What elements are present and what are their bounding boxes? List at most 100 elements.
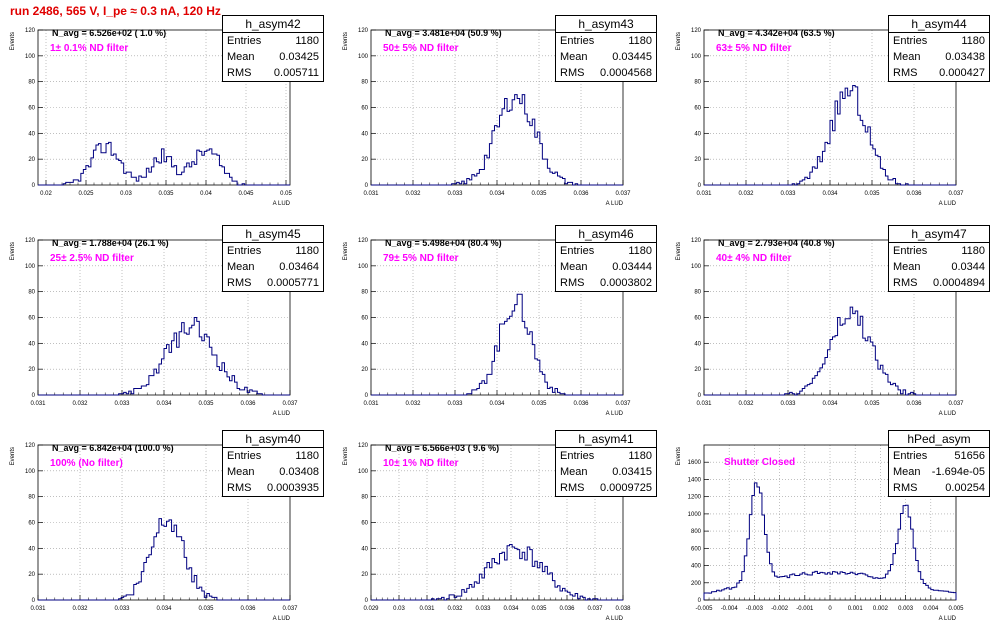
y-tick-label: 60 xyxy=(361,521,368,527)
histogram-name: h_asym41 xyxy=(556,431,656,448)
x-tick-label: 0.036 xyxy=(559,606,575,612)
navg-label: N_avg = 6.566e+03 ( 9.6 %) xyxy=(385,443,500,453)
filter-annotation: 1± 0.1% ND filter xyxy=(50,43,129,54)
histogram-name: h_asym42 xyxy=(223,16,323,33)
y-tick-label: 100 xyxy=(25,469,36,475)
y-tick-label: 40 xyxy=(361,546,368,552)
x-tick-label: 0.033 xyxy=(780,401,796,407)
histogram-panel-h_asym45: 0.031 0.032 0.033 0.034 0.035 0.036 0.037 0 20 40… xyxy=(0,225,325,425)
stats-box: h_asym45 Entries 1180 Mean 0.03464 RMS 0.00057… xyxy=(222,225,324,292)
stats-value: 0.00254 xyxy=(945,482,985,494)
stats-key: Mean xyxy=(227,261,255,273)
y-tick-label: 60 xyxy=(694,106,701,112)
x-tick-label: 0.034 xyxy=(822,401,838,407)
x-tick-label: -0.004 xyxy=(721,606,739,612)
histogram-panel-h_asym41: 0.029 0.03 0.031 0.032 0.033 0.034 0.035 0.036 0… xyxy=(333,430,658,630)
y-tick-label: 1000 xyxy=(688,512,702,518)
x-tick-label: 0.036 xyxy=(240,401,256,407)
histogram-panel-h_asym42: 0.02 0.025 0.03 0.035 0.04 0.045 0.05 0 20 40 60 80… xyxy=(0,15,325,215)
stats-row-mean: Mean 0.03438 xyxy=(889,49,989,65)
y-tick-label: 60 xyxy=(28,316,35,322)
stats-key: Entries xyxy=(227,450,262,462)
x-tick-label: 0.002 xyxy=(873,606,889,612)
x-tick-label: 0.035 xyxy=(198,606,214,612)
y-tick-label: 80 xyxy=(361,290,368,296)
stats-value: 0.0004568 xyxy=(600,67,652,79)
stats-value: 1180 xyxy=(295,450,319,462)
stats-box: h_asym46 Entries 1180 Mean 0.03444 RMS 0.00038… xyxy=(555,225,657,292)
y-tick-label: 0 xyxy=(32,598,36,604)
x-axis-label: A LUD xyxy=(939,411,957,417)
x-tick-label: 0.031 xyxy=(363,401,379,407)
plot-h_asym40: 0.031 0.032 0.033 0.034 0.035 0.036 0.037 0 20 40… xyxy=(10,443,298,622)
y-tick-label: 80 xyxy=(361,80,368,86)
stats-key: Mean xyxy=(227,51,255,63)
y-tick-label: 20 xyxy=(694,157,701,163)
x-tick-label: 0.035 xyxy=(158,191,174,197)
y-axis-label: Events xyxy=(10,447,16,465)
stats-key: RMS xyxy=(560,67,585,79)
stats-value: 0.03408 xyxy=(279,466,319,478)
stats-value: 0.03444 xyxy=(612,261,652,273)
navg-label: N_avg = 5.498e+04 (80.4 %) xyxy=(385,238,502,248)
filter-annotation: 10± 1% ND filter xyxy=(383,458,459,469)
stats-value: 0.005711 xyxy=(273,67,319,79)
y-tick-label: 400 xyxy=(691,564,702,570)
x-tick-label: -0.001 xyxy=(796,606,814,612)
x-tick-label: -0.003 xyxy=(746,606,764,612)
y-tick-label: 60 xyxy=(28,106,35,112)
stats-row-mean: Mean 0.03408 xyxy=(223,464,323,480)
histogram-name: h_asym45 xyxy=(223,226,323,243)
stats-value: 1180 xyxy=(961,35,985,47)
y-tick-label: 60 xyxy=(361,316,368,322)
x-tick-label: 0.037 xyxy=(948,191,964,197)
x-tick-label: 0 xyxy=(828,606,832,612)
histogram-line xyxy=(703,482,957,600)
navg-label: N_avg = 4.342e+04 (63.5 %) xyxy=(718,28,835,38)
y-axis-label: Events xyxy=(10,242,16,260)
y-tick-label: 40 xyxy=(361,131,368,137)
histogram-panel-h_asym47: 0.031 0.032 0.033 0.034 0.035 0.036 0.037 0 20 40… xyxy=(666,225,991,425)
x-tick-label: 0.033 xyxy=(114,606,130,612)
stats-value: 1180 xyxy=(628,450,652,462)
histogram-name: h_asym47 xyxy=(889,226,989,243)
y-tick-label: 0 xyxy=(365,393,369,399)
y-tick-label: 100 xyxy=(691,54,702,60)
y-tick-label: 80 xyxy=(694,290,701,296)
stats-value: 1180 xyxy=(961,245,985,257)
stats-key: RMS xyxy=(227,67,252,79)
stats-key: RMS xyxy=(227,482,252,494)
histogram-panel-h_asym40: 0.031 0.032 0.033 0.034 0.035 0.036 0.037 0 20 40… xyxy=(0,430,325,630)
stats-key: Mean xyxy=(893,51,921,63)
stats-row-rms: RMS 0.0005771 xyxy=(223,275,323,291)
stats-value: 51656 xyxy=(954,450,985,462)
x-tick-label: 0.031 xyxy=(696,191,712,197)
x-tick-label: 0.03 xyxy=(393,606,405,612)
x-axis-label: A LUD xyxy=(606,411,624,417)
y-tick-label: 1200 xyxy=(688,495,702,501)
stats-value: 1180 xyxy=(628,245,652,257)
y-tick-label: 100 xyxy=(25,264,36,270)
histogram-name: h_asym40 xyxy=(223,431,323,448)
stats-value: 1180 xyxy=(295,245,319,257)
x-tick-label: 0.035 xyxy=(531,606,547,612)
x-tick-label: 0.035 xyxy=(198,401,214,407)
stats-box: h_asym47 Entries 1180 Mean 0.0344 RMS 0.000489… xyxy=(888,225,990,292)
histogram-line xyxy=(38,518,290,601)
x-tick-label: 0.032 xyxy=(72,606,88,612)
stats-key: Entries xyxy=(227,245,262,257)
y-tick-label: 120 xyxy=(25,238,36,244)
y-tick-label: 80 xyxy=(28,495,35,501)
y-tick-label: 0 xyxy=(32,393,36,399)
x-tick-label: 0.031 xyxy=(419,606,435,612)
y-tick-label: 120 xyxy=(358,238,369,244)
histogram-line xyxy=(371,94,623,186)
filter-annotation: 25± 2.5% ND filter xyxy=(50,253,134,264)
y-tick-label: 40 xyxy=(694,341,701,347)
navg-label: N_avg = 6.526e+02 ( 1.0 %) xyxy=(52,28,167,38)
x-tick-label: 0.045 xyxy=(238,191,254,197)
canvas-title: run 2486, 565 V, I_pe ≈ 0.3 nA, 120 Hz xyxy=(10,4,221,18)
x-tick-label: 0.034 xyxy=(156,401,172,407)
stats-row-entries: Entries 1180 xyxy=(223,33,323,49)
histogram-name: h_asym44 xyxy=(889,16,989,33)
